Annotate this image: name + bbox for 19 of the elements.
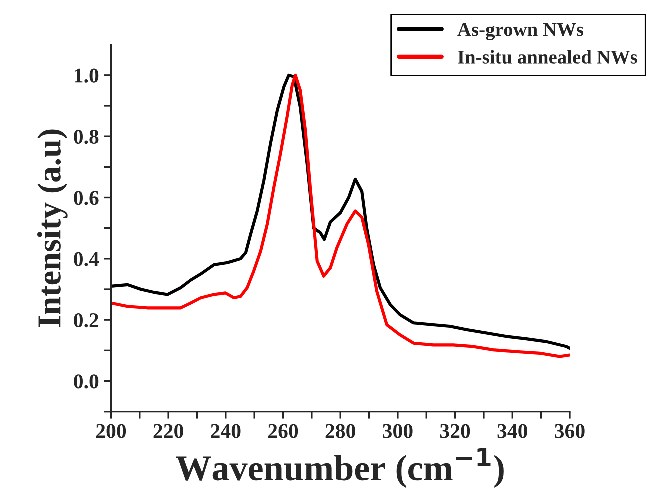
x-axis-title: Wavenumber (cm$^{−1}$) bbox=[176, 448, 504, 488]
x-tick-label: 340 bbox=[498, 424, 528, 438]
x-tick-label: 200 bbox=[96, 424, 126, 438]
x-tick-label: 220 bbox=[154, 424, 184, 438]
x-tick-label: 240 bbox=[211, 424, 241, 438]
x-tick-label: 280 bbox=[326, 424, 356, 438]
x-tick-label: 300 bbox=[383, 424, 413, 438]
y-tick-label: 0.2 bbox=[74, 313, 99, 328]
x-tick-label: 320 bbox=[440, 424, 470, 438]
legend-label: As-grown NWs bbox=[458, 23, 584, 40]
y-tick-label: 0.6 bbox=[74, 191, 99, 206]
y-tick-label: 0.0 bbox=[74, 374, 99, 389]
x-tick-label: 260 bbox=[268, 424, 298, 438]
legend-label: In-situ annealed NWs bbox=[458, 50, 638, 64]
y-tick-label: 0.8 bbox=[74, 130, 99, 144]
y-axis-title: Intensity (a.u) bbox=[37, 130, 68, 328]
y-tick-label: 1.0 bbox=[75, 68, 99, 83]
y-tick-label: 0.4 bbox=[74, 252, 100, 266]
x-tick-label: 360 bbox=[555, 424, 585, 438]
